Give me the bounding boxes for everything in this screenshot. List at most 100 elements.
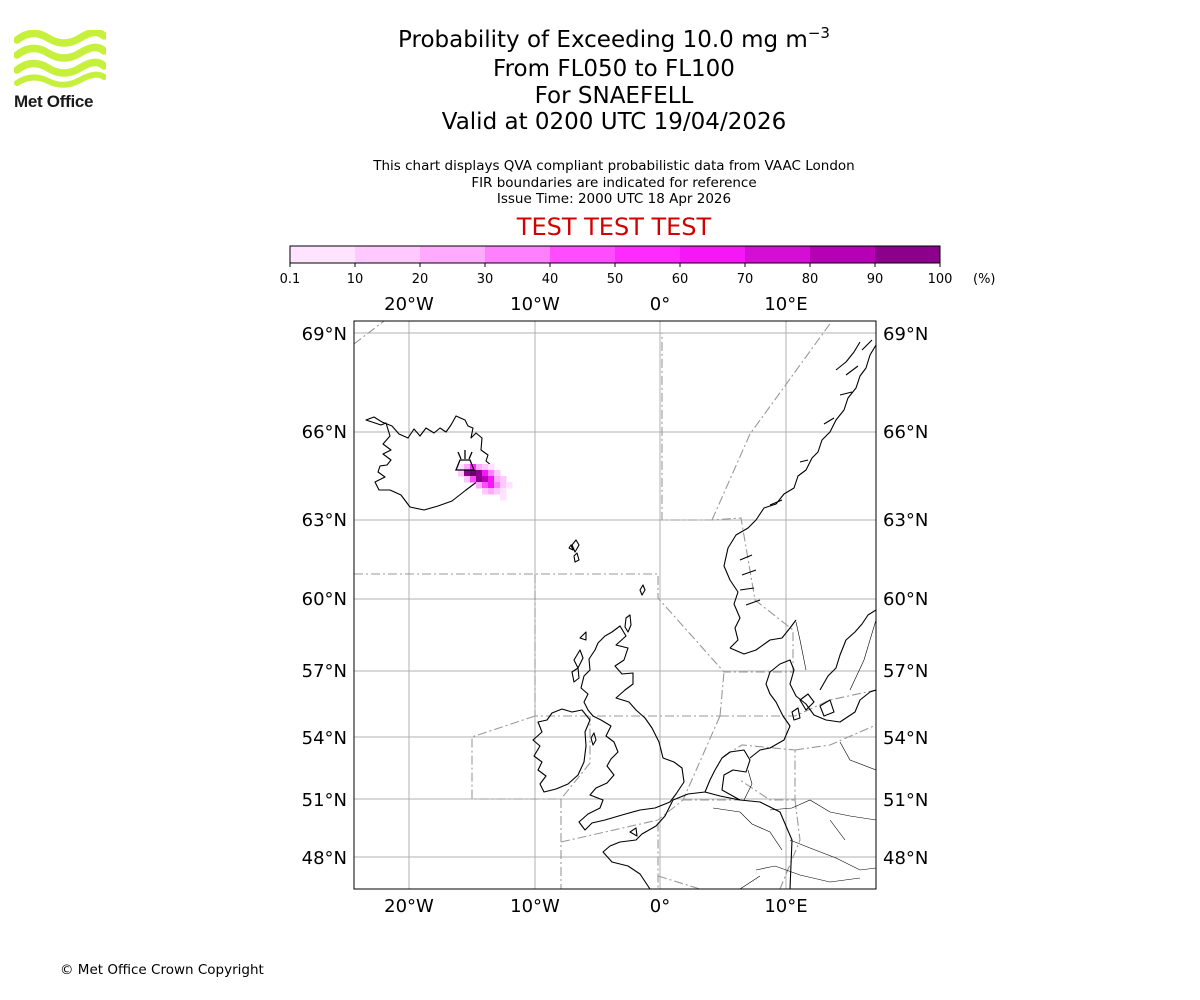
fir-scottish-norway bbox=[354, 333, 794, 673]
fir-paris bbox=[657, 875, 701, 889]
ash-cell bbox=[494, 476, 501, 483]
ash-cell bbox=[488, 476, 495, 483]
colorbar-cells bbox=[290, 246, 941, 263]
ash-cell bbox=[494, 470, 501, 477]
lat-label-left-54n: 54°N bbox=[302, 728, 347, 749]
ash-cell bbox=[500, 482, 507, 489]
coast-channel-islands bbox=[629, 827, 638, 837]
lon-label-top-10w: 10°W bbox=[510, 294, 560, 315]
coast-hebrides bbox=[571, 631, 587, 683]
lat-label-right-69n: 69°N bbox=[883, 324, 928, 345]
coast-germany-denmark bbox=[749, 659, 876, 759]
colorbar-cell bbox=[615, 246, 681, 263]
colorbar-cell bbox=[810, 246, 876, 263]
colorbar-tick-label: 20 bbox=[412, 272, 429, 287]
coast-lofoten bbox=[835, 339, 873, 376]
met-office-wave-icon bbox=[13, 28, 108, 88]
ash-cell bbox=[464, 470, 471, 477]
ash-cell bbox=[458, 470, 465, 477]
volcano-cone bbox=[455, 459, 475, 471]
colorbar-cell bbox=[420, 246, 486, 263]
ash-cell bbox=[500, 494, 507, 501]
ash-cell bbox=[470, 476, 477, 483]
volcano-name: For SNAEFELL bbox=[534, 82, 694, 109]
lat-label-right-57n: 57°N bbox=[883, 661, 928, 682]
lat-label-right-66n: 66°N bbox=[883, 422, 928, 443]
lon-labels-top: 20°W 10°W 0° 10°E bbox=[384, 294, 807, 315]
fir-iceland-north bbox=[354, 321, 385, 345]
lat-label-left-48n: 48°N bbox=[302, 848, 347, 869]
coast-danish-islands bbox=[791, 693, 835, 721]
country-borders bbox=[712, 619, 876, 889]
coast-ireland bbox=[532, 708, 591, 793]
lon-label-top-10e: 10°E bbox=[764, 294, 807, 315]
fir-scottish-south bbox=[534, 574, 720, 717]
coast-isle-of-man bbox=[590, 732, 597, 746]
colorbar-ticks: 0.1 10 20 30 40 50 60 70 80 90 100 bbox=[280, 263, 953, 287]
map-graticule bbox=[354, 321, 876, 889]
lon-label-bottom-0: 0° bbox=[650, 896, 670, 917]
coast-benelux bbox=[704, 749, 751, 801]
coast-shetland bbox=[624, 584, 646, 633]
level-range: From FL050 to FL100 bbox=[493, 56, 735, 82]
chart-title-block: Probability of Exceeding 10.0 mg m−3 Fro… bbox=[314, 24, 914, 136]
lon-label-top-20w: 20°W bbox=[384, 294, 434, 315]
colorbar-tick-label: 30 bbox=[477, 272, 494, 287]
map-frame bbox=[353, 320, 877, 890]
fir-boundaries bbox=[354, 321, 876, 889]
lat-label-right-63n: 63°N bbox=[883, 510, 928, 531]
chart-title: Probability of Exceeding 10.0 mg m−3 bbox=[314, 24, 914, 56]
ash-cell bbox=[500, 476, 507, 483]
lat-label-right-51n: 51°N bbox=[883, 790, 928, 811]
ash-cell bbox=[500, 488, 507, 495]
fir-shannon bbox=[471, 715, 591, 800]
lat-label-right-60n: 60°N bbox=[883, 589, 928, 610]
lat-label-left-69n: 69°N bbox=[302, 324, 347, 345]
colorbar-tick-label: 70 bbox=[737, 272, 754, 287]
valid-time: Valid at 0200 UTC 19/04/2026 bbox=[441, 109, 787, 135]
ash-cell bbox=[488, 464, 495, 471]
lon-labels-bottom: 20°W 10°W 0° 10°E bbox=[384, 896, 807, 917]
lon-label-bottom-10w: 10°W bbox=[510, 896, 560, 917]
ash-cell bbox=[494, 488, 501, 495]
colorbar-cell bbox=[355, 246, 421, 263]
colorbar-tick-label: 100 bbox=[928, 272, 953, 287]
test-banner: TEST TEST TEST bbox=[516, 213, 712, 241]
colorbar-cell bbox=[550, 246, 616, 263]
colorbar-tick-label: 0.1 bbox=[280, 272, 301, 287]
ash-cell bbox=[482, 482, 489, 489]
ash-cell bbox=[488, 482, 495, 489]
lat-label-right-54n: 54°N bbox=[883, 728, 928, 749]
ash-probability-field bbox=[458, 464, 513, 501]
lat-label-right-48n: 48°N bbox=[883, 848, 928, 869]
map-background bbox=[354, 321, 876, 889]
chart-info-block: This chart displays QVA compliant probab… bbox=[314, 158, 914, 208]
ash-cell bbox=[476, 464, 483, 471]
chart-title-exponent: −3 bbox=[807, 24, 830, 42]
info-line-qva: This chart displays QVA compliant probab… bbox=[373, 158, 855, 174]
ash-cell bbox=[470, 470, 477, 477]
ash-cell bbox=[476, 476, 483, 483]
colorbar-cell bbox=[875, 246, 941, 263]
volcano-plume bbox=[457, 450, 473, 460]
coast-norway bbox=[723, 344, 876, 655]
lat-label-left-63n: 63°N bbox=[302, 510, 347, 531]
ash-cell bbox=[482, 476, 489, 483]
colorbar-tick-label: 50 bbox=[607, 272, 624, 287]
lat-label-left-51n: 51°N bbox=[302, 790, 347, 811]
ash-cell bbox=[464, 476, 471, 483]
ash-cell bbox=[494, 482, 501, 489]
ash-cell bbox=[482, 470, 489, 477]
colorbar-cell bbox=[745, 246, 811, 263]
colorbar-tick-label: 10 bbox=[347, 272, 364, 287]
volcano-icon bbox=[455, 450, 475, 471]
coast-faroe bbox=[568, 539, 580, 563]
colorbar-tick-label: 90 bbox=[867, 272, 884, 287]
ash-cell bbox=[506, 482, 513, 489]
lat-label-left-66n: 66°N bbox=[302, 422, 347, 443]
colorbar-cell bbox=[680, 246, 746, 263]
fir-norway-sea bbox=[711, 321, 833, 521]
colorbar-unit-label: (%) bbox=[973, 272, 996, 287]
lon-label-top-0: 0° bbox=[650, 294, 670, 315]
coast-sweden-south bbox=[819, 609, 876, 691]
